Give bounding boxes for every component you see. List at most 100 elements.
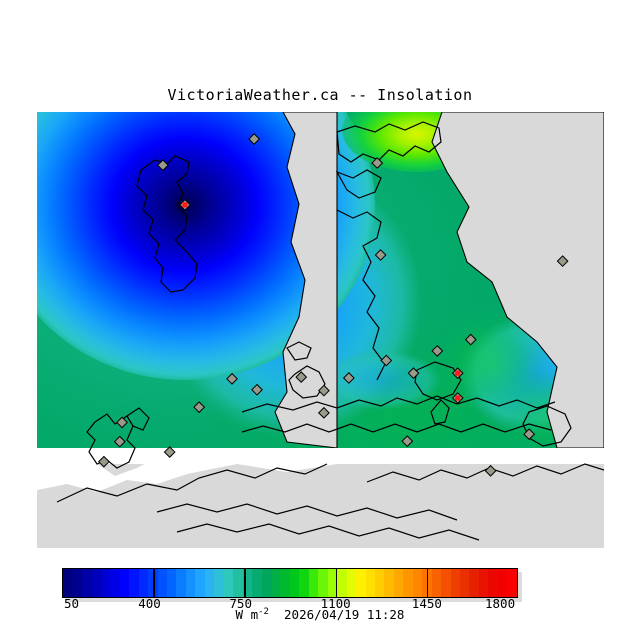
station-diamond-marker[interactable]	[113, 435, 126, 448]
station-inner-bay-b[interactable]	[251, 383, 263, 396]
colorbar-band-9	[148, 569, 158, 597]
station-strait-b[interactable]	[407, 367, 420, 380]
coastline-south-b	[156, 503, 458, 521]
colorbar[interactable]	[62, 568, 522, 602]
colorbar-band-4	[100, 569, 111, 597]
station-west-offshore-b[interactable]	[113, 435, 126, 448]
station-south-cape[interactable]	[484, 464, 497, 477]
station-diamond-marker[interactable]	[401, 435, 414, 448]
station-diamond-marker[interactable]	[523, 428, 536, 441]
colorbar-tick-50: 50	[64, 596, 80, 611]
page-title: VictoriaWeather.ca -- Insolation	[167, 86, 473, 104]
station-diamond-marker[interactable]	[226, 372, 238, 385]
colorbar-band-25	[299, 569, 309, 597]
station-harbour-active[interactable]	[451, 367, 464, 380]
station-sound-c[interactable]	[317, 406, 330, 419]
station-diamond-marker[interactable]	[342, 372, 355, 384]
station-strait-a[interactable]	[380, 354, 393, 367]
colorbar-band-11	[166, 569, 177, 597]
station-diamond-marker[interactable]	[431, 345, 444, 357]
station-marker-layer[interactable]	[97, 133, 569, 477]
station-diamond-marker[interactable]	[193, 401, 206, 414]
active-station-highlight[interactable]	[182, 202, 188, 208]
station-diamond-marker[interactable]	[556, 255, 569, 268]
station-diamond-marker[interactable]	[464, 333, 477, 346]
nodata-notch-north	[37, 448, 337, 492]
colorbar-band-26	[308, 569, 319, 597]
station-diamond-marker[interactable]	[380, 354, 393, 367]
station-port-active[interactable]	[451, 392, 464, 404]
station-diamond-marker[interactable]	[251, 383, 263, 396]
colorbar-band-34	[384, 569, 394, 597]
station-diamond-marker[interactable]	[156, 159, 169, 172]
station-diamond-marker[interactable]	[371, 157, 384, 169]
active-station-highlight[interactable]	[455, 395, 461, 401]
colorbar-band-6	[119, 569, 130, 597]
colorbar-band-33	[374, 569, 385, 597]
colorbar-band-45	[488, 569, 498, 597]
station-sound-b[interactable]	[317, 384, 330, 397]
colorbar-band-47	[507, 569, 517, 597]
insolation-map-canvas[interactable]	[37, 112, 604, 548]
colorbar-band-16	[214, 569, 224, 597]
station-diamond-marker[interactable]	[484, 464, 497, 477]
station-south-island[interactable]	[401, 435, 414, 448]
colorbar-gradient[interactable]	[62, 568, 518, 598]
colorbar-band-41	[450, 569, 461, 597]
colorbar-band-31	[356, 569, 366, 597]
coastline-layer	[56, 121, 604, 541]
station-north-shore[interactable]	[371, 157, 384, 169]
station-diamond-marker[interactable]	[248, 133, 261, 145]
colorbar-tick-labels: 50 400 750 1100 1450 1800	[0, 596, 640, 612]
station-west-inlet[interactable]	[163, 446, 176, 458]
station-east-point[interactable]	[556, 255, 569, 268]
station-south-east[interactable]	[523, 428, 536, 441]
colorbar-band-17	[223, 569, 234, 597]
colorbar-band-15	[204, 569, 215, 597]
grey-land-central	[274, 112, 338, 449]
colorbar-band-24	[289, 569, 300, 597]
colorbar-band-43	[469, 569, 479, 597]
coastline-sound-island-b	[414, 361, 462, 401]
colorbar-caption: W m-2 2026/04/19 11:28	[0, 607, 640, 622]
active-station-highlight[interactable]	[455, 370, 461, 376]
station-inner-bay-a[interactable]	[226, 372, 238, 385]
station-diamond-marker[interactable]	[317, 384, 330, 397]
station-sound-a[interactable]	[295, 371, 308, 383]
station-nw-island[interactable]	[156, 159, 169, 172]
colorbar-band-8	[138, 569, 149, 597]
station-diamond-marker[interactable]	[374, 249, 387, 261]
station-strait-c[interactable]	[431, 345, 444, 357]
station-harbour[interactable]	[342, 372, 355, 384]
station-diamond-marker[interactable]	[163, 446, 176, 458]
station-strait-d[interactable]	[464, 333, 477, 346]
coastline-strait-south	[241, 423, 552, 433]
colorbar-band-3	[91, 569, 101, 597]
station-west-offshore-a[interactable]	[116, 416, 128, 429]
station-diamond-marker[interactable]	[317, 406, 330, 419]
colorbar-tick-1800: 1800	[485, 596, 516, 611]
station-diamond-marker[interactable]	[116, 416, 128, 429]
station-diamond-marker[interactable]	[97, 455, 110, 468]
map-panel[interactable]	[37, 112, 604, 548]
colorbar-band-14	[195, 569, 205, 597]
colorbar-band-28	[327, 569, 338, 597]
station-mid-channel[interactable]	[374, 249, 387, 261]
land-outside-domain	[274, 112, 604, 449]
colorbar-tick-400: 400	[138, 596, 161, 611]
coastline-south-c	[176, 523, 480, 541]
station-diamond-marker[interactable]	[295, 371, 308, 383]
colorbar-band-18	[233, 569, 243, 597]
colorbar-tick-1450: 1450	[411, 596, 442, 611]
station-north-inlet[interactable]	[248, 133, 261, 145]
station-diamond-marker[interactable]	[407, 367, 420, 380]
station-central-low[interactable]	[179, 198, 191, 211]
station-inner-bay-c[interactable]	[193, 401, 206, 414]
colorbar-units-exponent: -2	[258, 607, 269, 617]
colorbar-band-1	[72, 569, 82, 597]
coastline-sound-islet	[286, 341, 312, 361]
station-west-offshore-c[interactable]	[97, 455, 110, 468]
colorbar-band-13	[185, 569, 196, 597]
colorbar-band-21	[261, 569, 271, 597]
